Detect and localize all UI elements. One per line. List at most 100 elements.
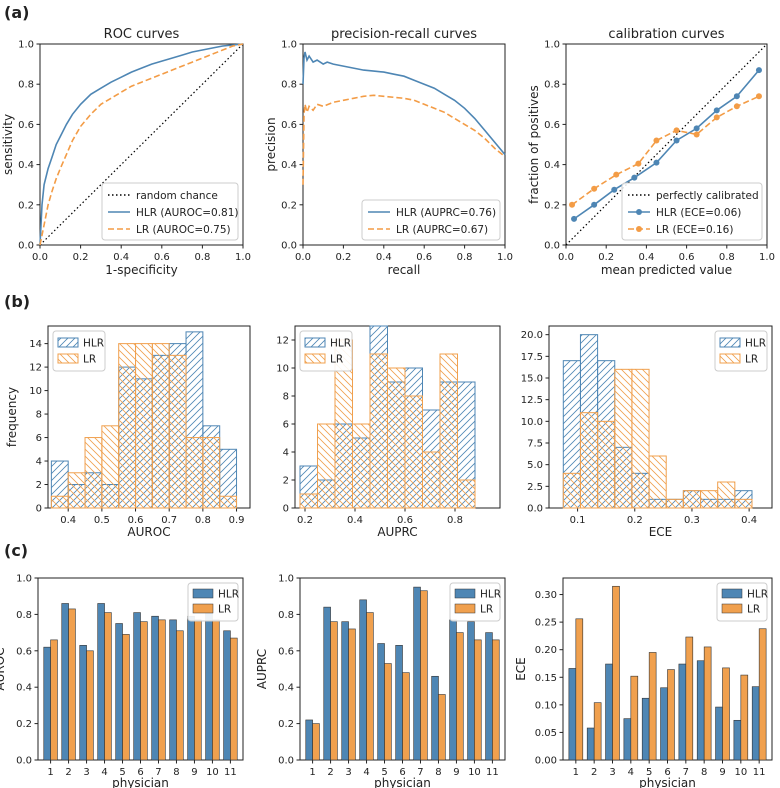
series-line-2 [571,95,760,206]
hlr-bar [151,615,159,761]
lr-bin [219,495,238,509]
lr-bin [352,423,371,509]
hlr-bar [678,663,687,761]
x-tick-label: 5 [381,767,387,778]
calibration-chart: 0.0 0.2 0.4 0.6 0.8 1.0 0.0 0.2 0.4 0.6 0.8 1.0 cali… [527,27,775,277]
lr-bar [212,619,220,761]
y-tick-label: 0 [283,504,289,515]
x-tick-label: 7 [155,767,161,778]
x-tick-label: 0.0 [558,252,574,263]
x-tick-label: 1 [309,767,315,778]
lr-bar [194,619,202,761]
lr-bin [457,479,476,509]
legend-swatch [721,588,743,599]
lr-bar [348,628,356,761]
x-tick-label: 0.9 [229,515,245,526]
legend-label: perfectly calibrated [656,190,759,202]
y-tick-label: 0.8 [544,80,560,91]
hlr-bar [568,668,577,761]
y-tick-label: 0.20 [535,645,557,656]
hlr-bar [133,612,141,761]
legend-label: HLR [83,338,104,350]
y-tick-label: 0.0 [527,504,543,515]
legend-label: LR [480,604,493,616]
legend-label: LR [83,354,96,366]
data-point [755,93,762,100]
legend-swatch [304,337,326,348]
lr-bar [50,639,58,761]
legend-label: HLR [330,338,351,350]
hlr-bar [305,719,313,761]
data-point [673,127,680,134]
x-tick-label: 9 [191,767,197,778]
auroc-histogram: 0 2 4 6 8 10 12 14 0.4 0.5 0.6 0.7 0.8 0.9 AUROC freque… [5,325,251,539]
hlr-bar [359,599,367,761]
y-tick-label: 6 [36,433,42,444]
x-axis-label: recall [388,263,421,277]
x-tick-label: 3 [609,767,615,778]
x-tick-label: 0.8 [457,252,473,263]
y-tick-label: 0.4 [544,160,560,171]
y-tick-label: 0.8 [16,610,32,621]
lr-bin [317,423,336,509]
lr-bar [722,667,730,761]
lr-bar [438,694,446,761]
y-tick-label: 1.0 [16,574,32,585]
y-tick-label: 0.0 [544,241,560,252]
x-tick-label: 0.8 [719,252,735,263]
series-line-2 [39,43,244,246]
hlr-bar [660,687,668,761]
y-tick-label: 14 [29,339,42,350]
data-point [733,93,740,100]
series-line-1 [302,94,506,185]
x-tick-label: 0.4 [347,515,363,526]
x-tick-label: 0.6 [416,252,432,263]
x-axis-label: physician [112,776,169,788]
hlr-bar [97,603,105,761]
hlr-bar [586,727,595,761]
hlr-bar [751,686,760,761]
y-tick-label: 0.4 [16,683,32,694]
x-tick-label: 0.7 [161,515,177,526]
hlr-bar [323,606,331,761]
lr-bin [665,498,684,509]
y-axis-label: AUPRC [255,649,269,689]
x-axis-label: AUPRC [377,525,417,539]
legend-swatch [721,603,743,614]
data-point [631,174,638,181]
x-tick-label: 1.0 [235,252,251,263]
legend-swatch [192,603,214,614]
lr-bar [667,669,675,761]
lr-bar [176,630,184,761]
y-tick-label: 2 [36,480,42,491]
lr-bin [422,451,441,509]
hlr-bar [205,612,213,761]
lr-bar [158,619,166,761]
x-axis-label: ECE [649,525,673,539]
lr-bar [685,636,694,761]
lr-bar [474,639,482,761]
y-tick-label: 0.00 [535,756,557,767]
legend-swatch [192,588,214,599]
lr-bar [104,612,112,761]
x-tick-label: 11 [486,767,499,778]
lr-bin [404,395,423,509]
legend-label: LR (AUROC=0.75) [136,224,231,236]
y-tick-label: 1.0 [18,40,34,51]
y-tick-label: 0.4 [278,683,294,694]
y-tick-label: 0.05 [535,728,557,739]
hlr-bar [641,697,650,761]
data-point [611,186,618,193]
hlr-bar [395,645,403,761]
data-point [713,114,720,121]
x-tick-label: 1 [573,767,579,778]
legend-label: LR [330,354,343,366]
lr-bin [299,493,318,509]
chart-title: precision-recall curves [331,27,477,42]
x-tick-label: 4 [363,767,369,778]
series-line-0 [565,43,768,246]
lr-bin [562,472,581,509]
x-tick-label: 2 [591,767,597,778]
y-tick-label: 20.0 [521,330,543,341]
